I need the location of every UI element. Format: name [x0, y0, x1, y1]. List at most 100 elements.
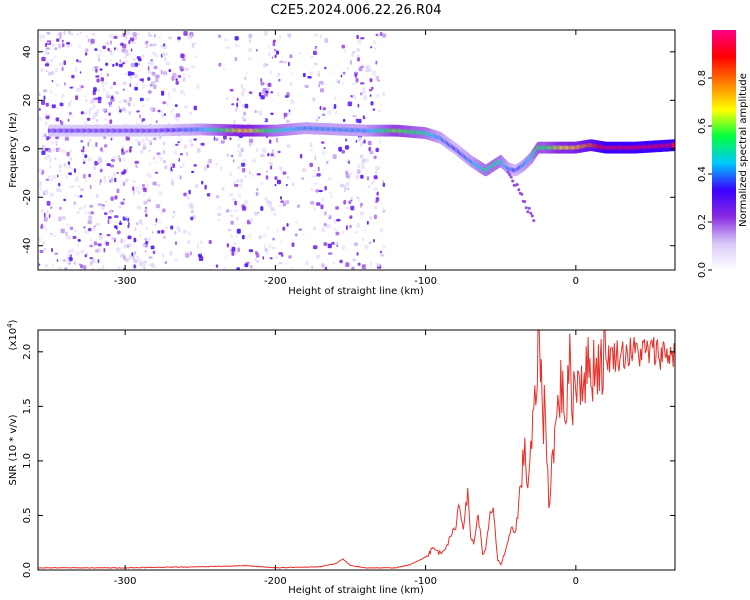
noise-cell: [73, 261, 77, 265]
noise-cell: [162, 149, 166, 155]
noise-cell: [350, 196, 354, 201]
noise-cell: [153, 84, 157, 90]
noise-cell: [64, 82, 66, 86]
noise-cell: [237, 247, 241, 253]
colorbar-label: Normalized spectral amplitude: [738, 73, 749, 227]
noise-cell: [316, 118, 319, 122]
noise-cell: [110, 198, 114, 201]
noise-cell: [92, 226, 96, 232]
noise-cell: [145, 137, 148, 142]
noise-cell: [263, 243, 266, 249]
noise-cell: [357, 57, 361, 62]
snr-y-label: SNR (10 * v/v): [8, 414, 19, 485]
noise-cell: [87, 110, 92, 115]
noise-cell: [230, 233, 233, 239]
noise-cell: [357, 103, 360, 108]
noise-cell: [51, 104, 56, 109]
noise-cell: [317, 166, 320, 172]
noise-cell: [113, 35, 118, 39]
noise-cell: [354, 73, 357, 78]
noise-cell: [274, 48, 276, 52]
noise-cell: [60, 228, 65, 234]
noise-cell: [127, 217, 130, 222]
noise-cell: [88, 173, 91, 178]
noise-cell: [164, 57, 167, 62]
noise-cell: [81, 152, 85, 155]
noise-cell: [256, 188, 259, 191]
noise-cell: [244, 76, 247, 80]
noise-cell: [343, 263, 346, 268]
noise-cell: [180, 166, 182, 169]
noise-cell: [188, 189, 191, 195]
noise-cell: [382, 245, 386, 249]
noise-cell: [152, 156, 155, 161]
y-tick-label: 20: [22, 94, 33, 107]
noise-cell: [49, 90, 54, 94]
colorbar-tick-label: 0.8: [697, 70, 708, 86]
noise-cell: [279, 166, 283, 172]
noise-cell: [253, 268, 256, 270]
noise-cell: [330, 194, 333, 199]
noise-cell: [124, 215, 129, 219]
noise-cell: [258, 235, 262, 240]
signal-fragment: [529, 211, 533, 215]
noise-cell: [265, 175, 269, 180]
noise-cell: [373, 214, 378, 220]
spectrogram-x-axis: -300 -200 -100 0: [114, 30, 579, 287]
noise-cell: [369, 78, 373, 83]
noise-cell: [161, 113, 165, 118]
signal-fragment: [520, 192, 524, 196]
noise-cell: [158, 191, 163, 196]
noise-cell: [48, 178, 54, 182]
noise-cell: [121, 180, 124, 184]
noise-cell: [92, 258, 95, 263]
noise-cell: [351, 53, 355, 57]
noise-cell: [282, 226, 286, 231]
noise-cell: [104, 212, 108, 216]
noise-cell: [180, 53, 185, 59]
noise-cell: [71, 74, 75, 79]
signal-fragment: [526, 210, 530, 214]
noise-cell: [266, 251, 269, 256]
noise-cell: [58, 43, 61, 49]
noise-cell: [46, 200, 51, 206]
noise-cell: [236, 228, 241, 234]
noise-cell: [63, 162, 66, 168]
noise-cell: [323, 146, 326, 150]
noise-cell: [229, 193, 234, 196]
noise-cell: [168, 36, 173, 40]
noise-cell: [109, 119, 113, 124]
noise-cell: [145, 213, 148, 217]
noise-cell: [234, 36, 239, 41]
noise-cell: [124, 50, 129, 53]
noise-cell: [55, 136, 60, 140]
noise-cell: [302, 168, 307, 173]
noise-cell: [263, 62, 266, 68]
noise-cell: [274, 54, 277, 59]
noise-cell: [163, 43, 166, 47]
noise-cell: [124, 55, 127, 59]
noise-cell: [381, 91, 386, 97]
noise-cell: [85, 35, 89, 38]
noise-cell: [316, 202, 321, 206]
colorbar-tick-label: 0.0: [697, 262, 708, 278]
noise-cell: [199, 240, 203, 245]
noise-cell: [238, 138, 241, 142]
noise-cell: [345, 181, 350, 186]
noise-cell: [134, 62, 138, 67]
noise-cell: [379, 228, 384, 233]
noise-cell: [185, 253, 190, 258]
noise-cell: [44, 156, 48, 161]
noise-cell: [154, 34, 156, 38]
noise-cell: [58, 267, 62, 270]
noise-cell: [285, 184, 288, 187]
noise-cell: [69, 185, 74, 188]
noise-cell: [59, 102, 64, 107]
noise-cell: [241, 206, 247, 211]
noise-cell: [322, 150, 325, 156]
noise-cell: [154, 53, 158, 58]
noise-cell: [224, 38, 229, 42]
noise-cell: [382, 210, 386, 213]
noise-cell: [280, 240, 282, 244]
